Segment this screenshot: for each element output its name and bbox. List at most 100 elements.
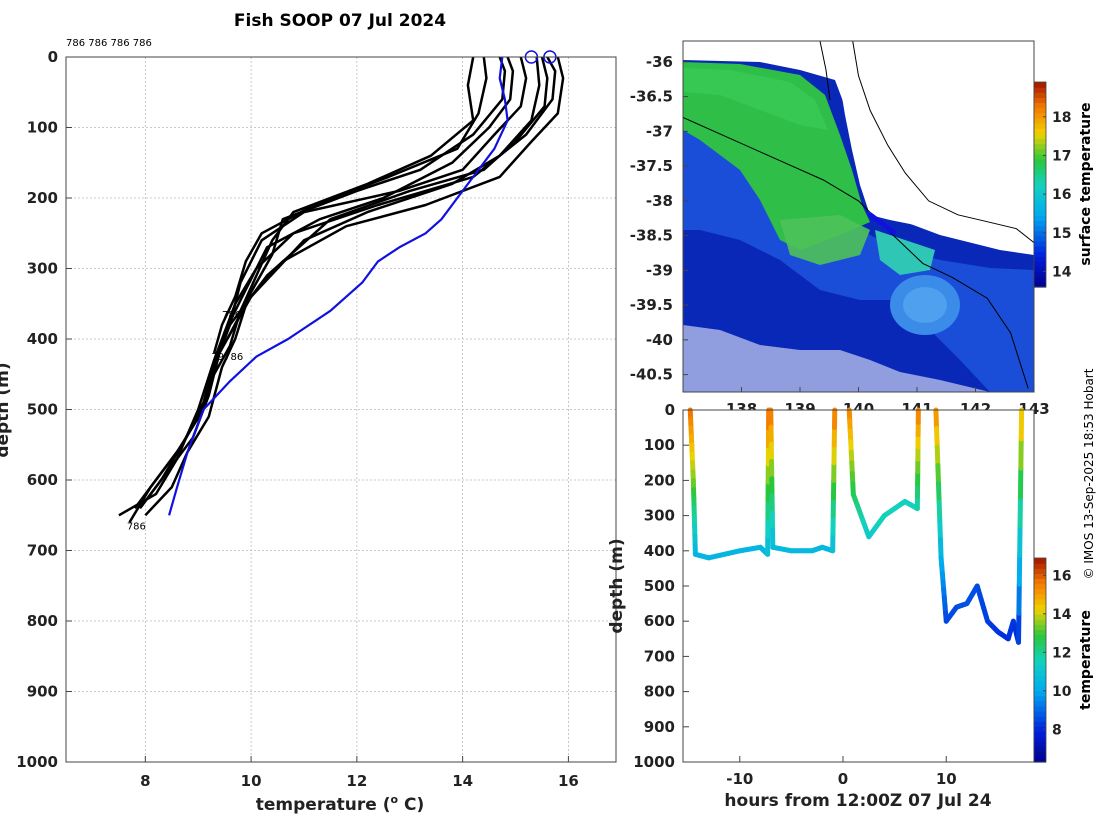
trace-dive-4-segment	[936, 481, 942, 505]
map-colorbar-segment	[1034, 102, 1046, 109]
map-colorbar-segment	[1034, 133, 1046, 139]
trace-dive-4-segment	[934, 444, 941, 468]
profile-y-tick-label: 300	[27, 260, 58, 278]
profile-y-tick-label: 400	[27, 330, 58, 348]
profile-x-axis-label: temperature (o C)	[256, 793, 425, 815]
map-coastline	[852, 41, 1034, 243]
trace-colorbar-segment	[1034, 649, 1046, 656]
trace-colorbar-segment	[1034, 563, 1046, 569]
trace-colorbar-segment	[1034, 695, 1046, 702]
trace-colorbar-segment	[1034, 573, 1046, 579]
trace-colorbar-segment	[1034, 665, 1046, 671]
map-land	[835, 41, 1034, 255]
profile-x-tick-label: 16	[558, 772, 579, 790]
map-cloud-mask	[683, 325, 990, 392]
trace-y-tick-label: 700	[644, 647, 675, 665]
figure-title: Fish SOOP 07 Jul 2024	[234, 11, 446, 31]
trace-y-tick-label: 500	[644, 577, 675, 595]
trace-dive-4-segment	[937, 518, 943, 542]
trace-y-tick-label: 100	[644, 436, 675, 454]
trace-colorbar-segment	[1034, 598, 1046, 605]
trace-y-tick-label: 900	[644, 718, 675, 736]
trace-colorbar-frame	[1033, 557, 1047, 763]
profile-y-tick-label: 900	[27, 683, 58, 701]
trace-colorbar-segment	[1034, 675, 1046, 681]
profile-y-tick-label: 1000	[16, 753, 58, 771]
trace-y-tick-label: 0	[665, 401, 675, 419]
map-y-tick-label: -38.5	[630, 227, 673, 245]
trace-colorbar-segment	[1034, 558, 1046, 564]
profile-x-tick-label: 14	[452, 772, 473, 790]
map-colorbar-segment	[1034, 138, 1046, 145]
profile-y-tick-label: 0	[48, 48, 58, 66]
map-y-tick-label: -38	[646, 192, 673, 210]
trace-dive-4-segment	[933, 407, 940, 431]
map-warm-patch	[683, 68, 828, 130]
map-colorbar: 14 15 16 17 18	[1033, 81, 1072, 288]
trace-dive-4-segment	[934, 425, 940, 450]
trace-y-axis-label: depth (m)	[607, 538, 627, 633]
trace-y-tick-label: 300	[644, 507, 675, 525]
map-colorbar-segment	[1034, 123, 1046, 129]
map-colorbar-segment	[1034, 215, 1046, 221]
trace-colorbar-tick-label: 16	[1052, 568, 1071, 584]
trace-colorbar-segment	[1034, 731, 1046, 738]
trace-colorbar-segment	[1034, 751, 1046, 758]
trace-colorbar-segment	[1034, 578, 1046, 585]
map-colorbar-segment	[1034, 189, 1046, 196]
profile-y-tick-label: 700	[27, 542, 58, 560]
profile-y-tick-label: 800	[27, 612, 58, 630]
map-colorbar-segment	[1034, 92, 1046, 98]
map-y-tick-label: -36	[646, 53, 673, 71]
map-y-tick-label: -39.5	[630, 296, 673, 314]
profile-series-profile-8	[226, 56, 549, 340]
trace-colorbar: 8 10 12 14 16	[1033, 557, 1072, 763]
trace-colorbar-segment	[1034, 639, 1046, 646]
profile-x-tick-label: 10	[241, 772, 262, 790]
trace-colorbar-segment	[1034, 634, 1046, 641]
trace-x-axis-label: hours from 12:00Z 07 Jul 24	[724, 791, 991, 811]
profile-series-profile-7	[212, 56, 488, 354]
trace-colorbar-tick-label: 12	[1052, 645, 1071, 661]
map-cyan-patch	[875, 230, 935, 275]
trace-colorbar-segment	[1034, 568, 1046, 574]
profile-top-label: 786 786 786 786	[66, 38, 152, 49]
trace-y-tick-label: 800	[644, 683, 675, 701]
map-colorbar-segment	[1034, 87, 1046, 93]
map-colorbar-segment	[1034, 184, 1046, 191]
map-colorbar-segment	[1034, 225, 1046, 232]
trace-colorbar-tick-label: 8	[1052, 722, 1062, 738]
trace-x-tick-label: -10	[726, 770, 753, 788]
trace-colorbar-segment	[1034, 670, 1046, 676]
map-colorbar-segment	[1034, 210, 1046, 216]
profile-series-climatology	[168, 56, 509, 516]
map-colorbar-segment	[1034, 82, 1046, 88]
trace-colorbar-segment	[1034, 644, 1046, 651]
trace-colorbar-tick-label: 10	[1052, 684, 1072, 700]
map-coast-north	[819, 41, 831, 101]
trace-colorbar-segment	[1034, 726, 1046, 732]
profile-y-tick-label: 500	[27, 401, 58, 419]
map-colorbar-tick-label: 14	[1052, 265, 1072, 281]
profile-id-label: 786	[127, 521, 146, 532]
trace-colorbar-segment	[1034, 756, 1046, 763]
profile-y-tick-label: 200	[27, 189, 58, 207]
map-colorbar-segment	[1034, 220, 1046, 227]
map-colorbar-segment	[1034, 153, 1046, 160]
map-vessel-track	[867, 212, 897, 235]
trace-colorbar-tick-label: 14	[1052, 607, 1072, 623]
trace-series-layer	[687, 407, 1025, 645]
profile-x-ticks: 8 10 12 14 16	[140, 756, 579, 790]
map-colorbar-segment	[1034, 97, 1046, 104]
trace-colorbar-label: temperature	[1078, 610, 1094, 710]
map-colorbar-segment	[1034, 194, 1046, 201]
profile-series-layer	[118, 56, 565, 523]
profile-y-tick-label: 100	[27, 119, 58, 137]
trace-colorbar-segment	[1034, 680, 1046, 687]
map-colorbar-segment	[1034, 256, 1046, 262]
trace-colorbar-segment	[1034, 654, 1046, 661]
map-colorbar-segment	[1034, 235, 1046, 242]
trace-colorbar-segment	[1034, 700, 1046, 707]
trace-y-ticks: 0 100 200 300 400 500 600 700 800 900 1000	[633, 401, 689, 771]
